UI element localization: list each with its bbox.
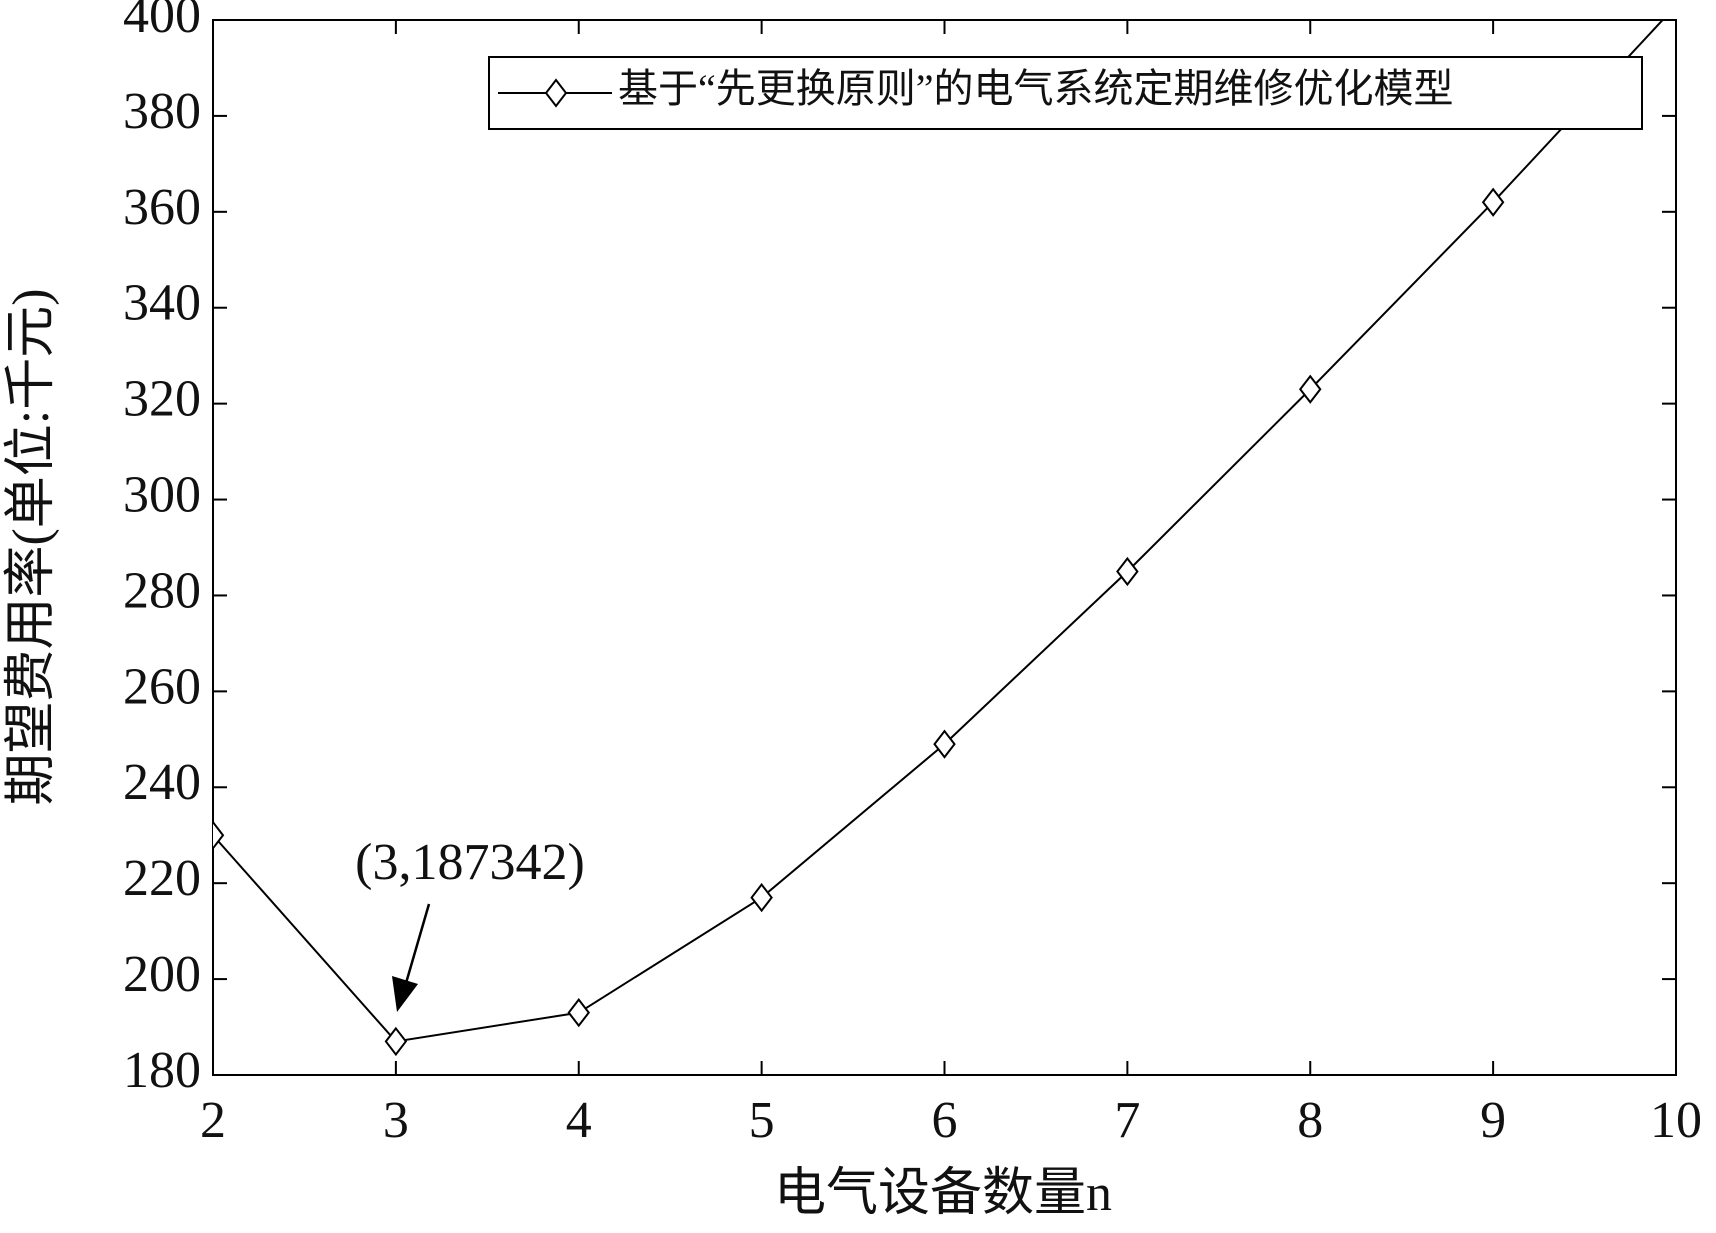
x-axis-label: 电气设备数量n <box>774 1165 1112 1222</box>
y-tick-label: 380 <box>123 83 201 140</box>
y-tick-label: 360 <box>123 179 201 236</box>
plot-frame <box>212 19 1677 1076</box>
marker <box>1116 556 1139 587</box>
x-tick-label: 3 <box>383 1092 409 1149</box>
y-tick-label: 240 <box>123 754 201 811</box>
annotation: (3,187342) <box>355 834 585 891</box>
x-tick-label: 10 <box>1650 1092 1702 1149</box>
y-tick-label: 180 <box>123 1042 201 1099</box>
x-tick-label: 5 <box>749 1092 775 1149</box>
legend-box <box>488 56 1643 130</box>
marker <box>933 729 956 759</box>
x-tick-label: 2 <box>200 1092 226 1149</box>
x-tick-label: 6 <box>932 1092 958 1149</box>
marker <box>1298 374 1322 404</box>
legend-marker <box>544 78 568 108</box>
y-tick-label: 260 <box>123 658 201 715</box>
plot-area <box>213 20 1676 1057</box>
x-tick-label: 7 <box>1114 1092 1140 1149</box>
legend-label: 基于“先更换原则”的电气系统定期维修优化模型 <box>618 66 1454 111</box>
y-tick-label: 400 <box>123 0 201 44</box>
y-axis-label: 期望费用率(单位:千元) <box>3 288 60 805</box>
marker <box>750 882 773 913</box>
y-tick-label: 340 <box>123 275 201 332</box>
x-tick-label: 8 <box>1297 1092 1323 1149</box>
y-tick-label: 300 <box>123 466 201 523</box>
y-tick-label: 280 <box>123 562 201 619</box>
annotation-arrow <box>392 903 431 1012</box>
x-tick-label: 4 <box>566 1092 592 1149</box>
marker <box>213 820 225 850</box>
marker <box>1675 20 1676 21</box>
y-tick-label: 320 <box>123 371 201 428</box>
marker <box>567 998 591 1028</box>
marker <box>1481 187 1505 217</box>
x-tick-label: 9 <box>1480 1092 1506 1149</box>
y-tick-label: 200 <box>123 946 201 1003</box>
marker <box>384 1026 408 1057</box>
y-tick-label: 220 <box>123 850 201 907</box>
